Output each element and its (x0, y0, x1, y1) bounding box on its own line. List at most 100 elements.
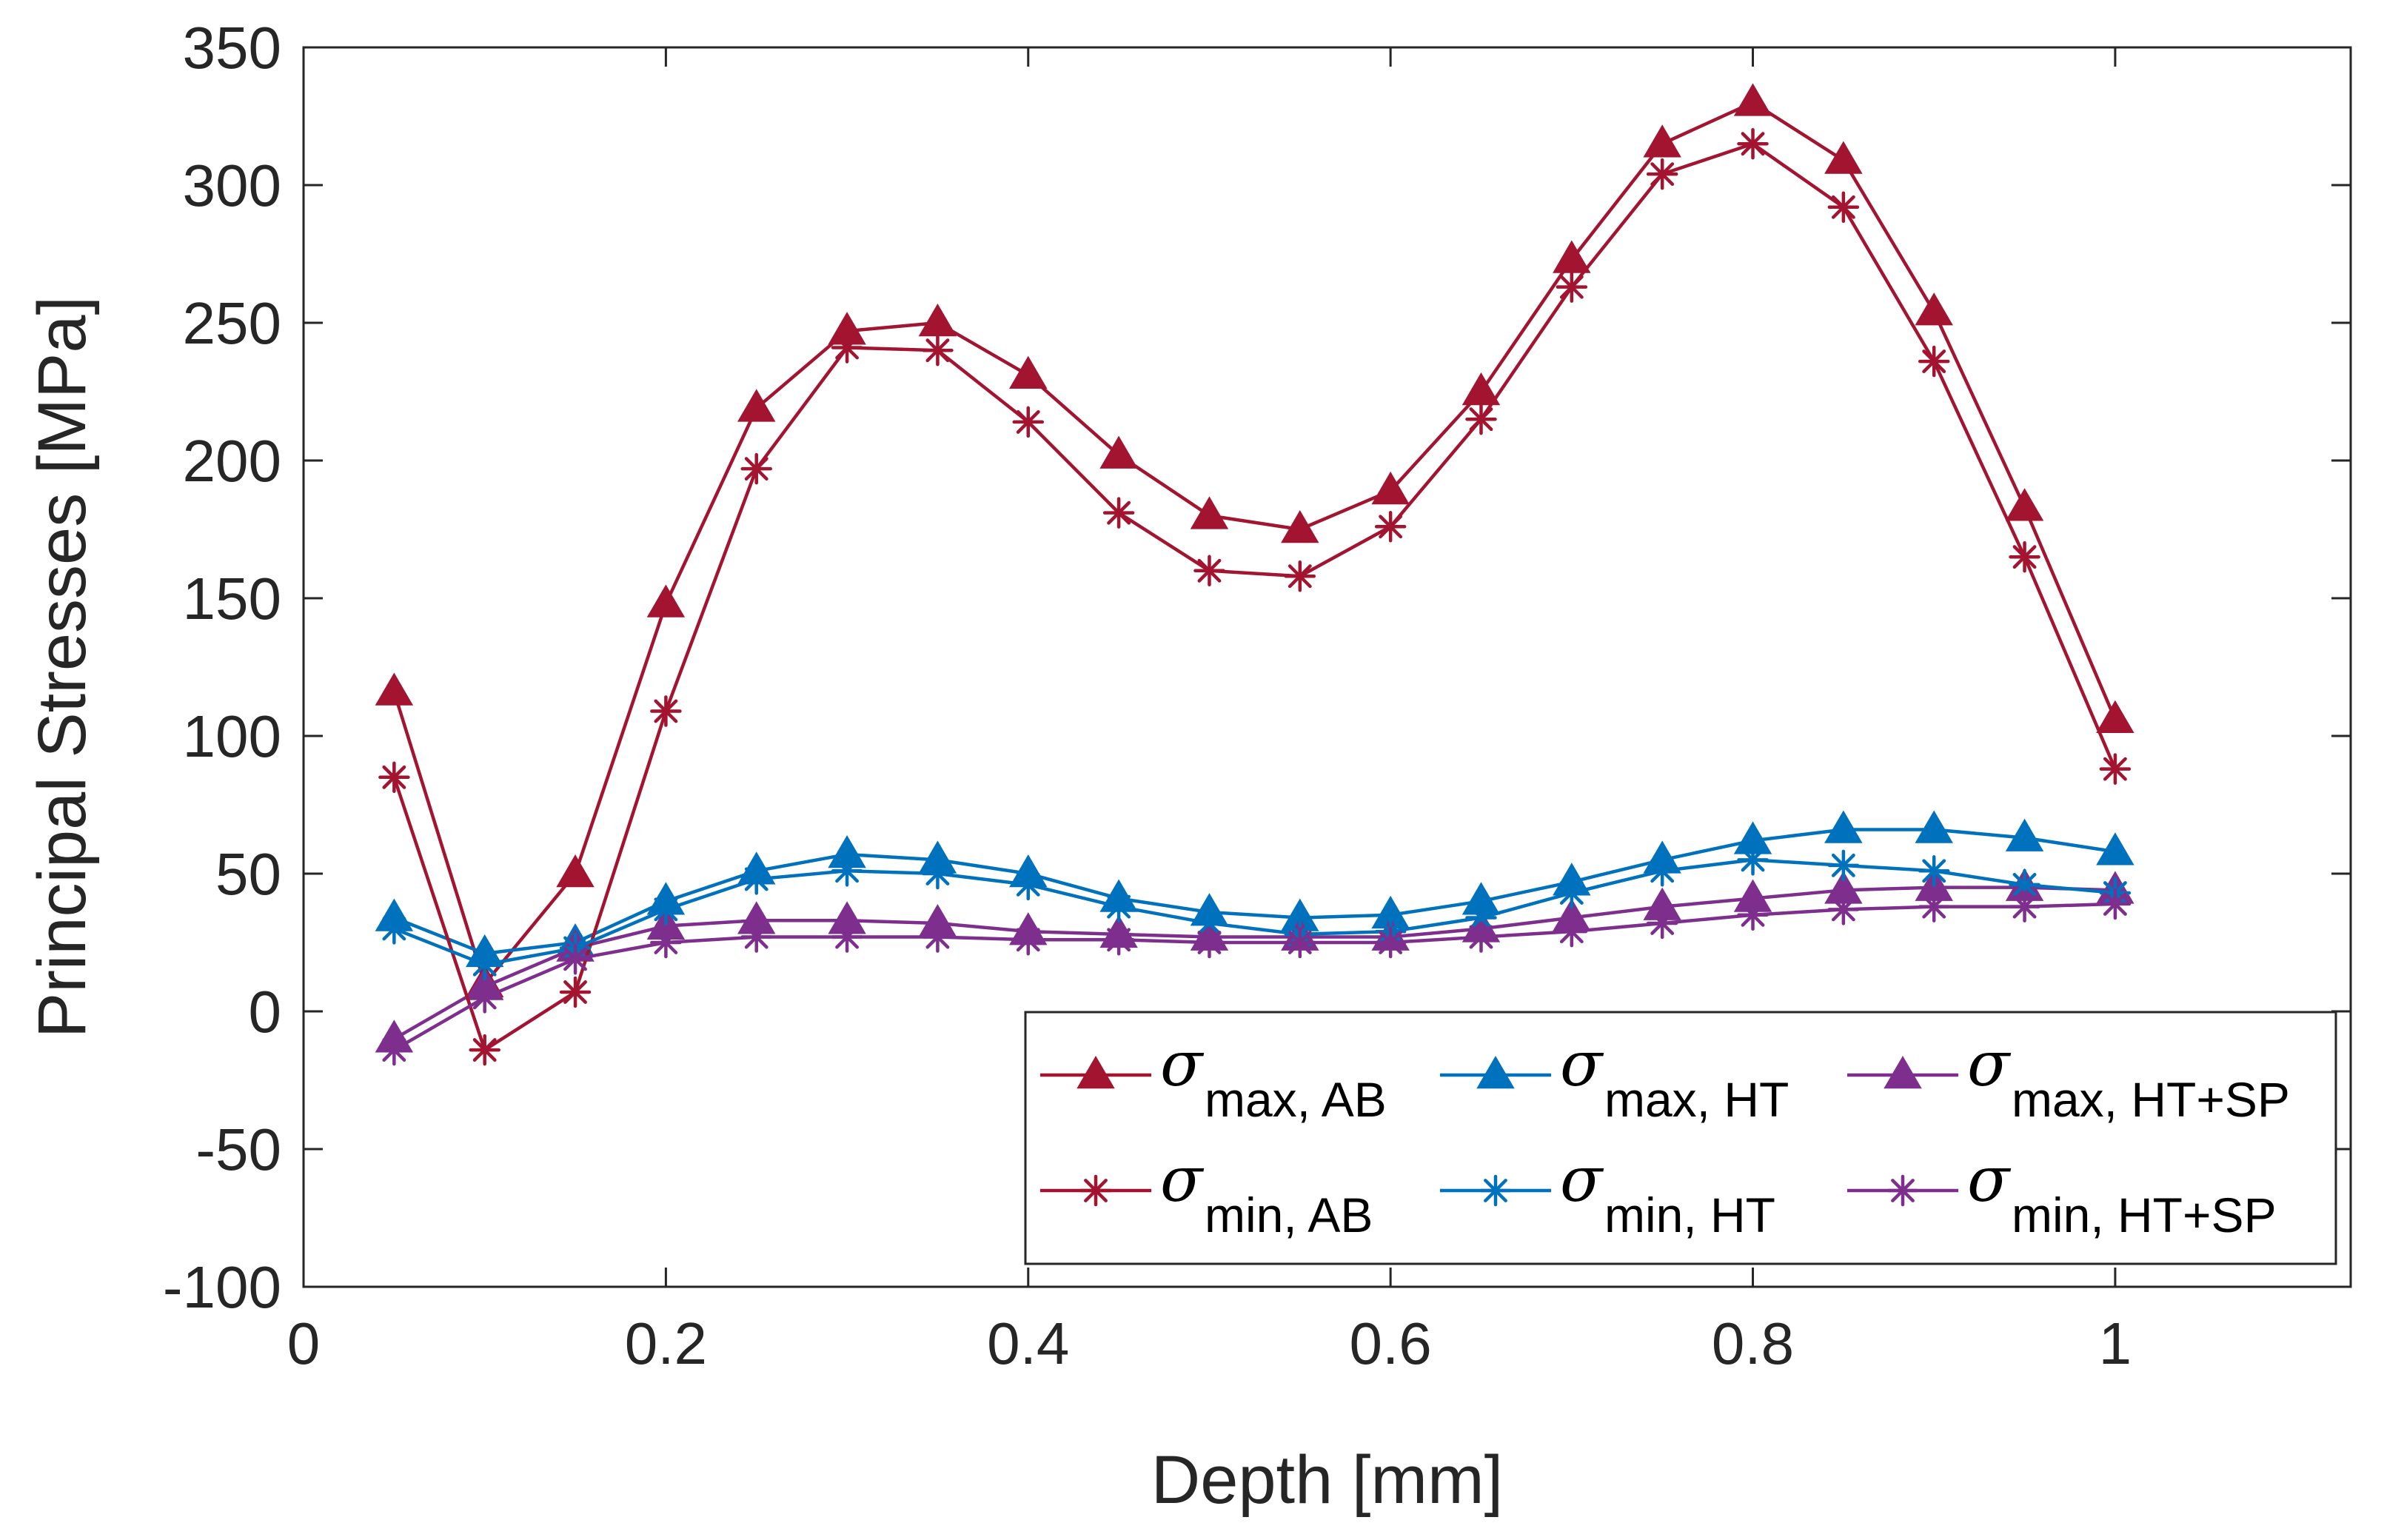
data-point (1643, 124, 1681, 158)
legend-label: max, HT+SP (2012, 1072, 2290, 1127)
data-point (1099, 435, 1138, 469)
data-point (556, 854, 595, 888)
legend-sigma: σ (1967, 1143, 2012, 1216)
legend-label: min, HT (1604, 1188, 1775, 1242)
legend-item: σ min, HT (1440, 1143, 1775, 1242)
data-point (1193, 555, 1225, 587)
legend-item: σ max, HT (1440, 1028, 1789, 1127)
data-point (737, 389, 776, 422)
data-point (831, 921, 863, 953)
data-point (1102, 497, 1135, 529)
y-tick-label: 250 (183, 290, 281, 356)
legend-marker-icon (1886, 1174, 1919, 1207)
series-line (392, 101, 2117, 986)
data-point (559, 943, 592, 975)
series-3 (378, 127, 2132, 1066)
plot-area (302, 46, 2352, 1288)
legend-sigma: σ (1560, 1143, 1604, 1216)
y-tick-label: 200 (183, 428, 281, 494)
data-point (1918, 891, 1950, 923)
legend-marker-icon (1884, 1056, 1922, 1089)
series-5 (378, 888, 2132, 1066)
data-point (2096, 832, 2134, 866)
data-point (1915, 292, 1953, 326)
x-tick-label: 0.2 (625, 1310, 707, 1376)
y-tick-label: 0 (249, 979, 282, 1045)
data-point (1827, 849, 1860, 882)
data-point (1733, 83, 1772, 116)
data-point (1824, 810, 1863, 843)
data-point (1918, 855, 1950, 887)
axes-ticks: 0 0.2 0.4 0.6 0.8 1 -100 -50 0 50 100 150 200 250 300 3… (163, 15, 2351, 1376)
legend-marker-icon (1077, 1056, 1115, 1089)
data-point (1918, 345, 1950, 378)
data-point (1915, 810, 1953, 843)
data-point (1827, 894, 1860, 925)
data-point (378, 761, 410, 794)
data-point (2096, 700, 2134, 733)
data-point (1012, 924, 1045, 956)
data-point (2009, 540, 2040, 573)
data-point (2009, 868, 2040, 901)
data-point (469, 982, 500, 1014)
legend-item: σ min, HT+SP (1847, 1143, 2277, 1242)
y-tick-label: 350 (183, 15, 281, 81)
legend-sigma: σ (1160, 1143, 1205, 1216)
data-point (1737, 127, 1769, 160)
data-point (831, 332, 863, 364)
series-line (393, 886, 2115, 1041)
y-tick-label: 300 (183, 153, 281, 218)
x-tick-label: 0 (287, 1310, 321, 1376)
data-point (740, 921, 772, 953)
legend-sigma: σ (1560, 1028, 1604, 1100)
y-axis-label: Principal Stresses [MPa] (24, 296, 100, 1038)
data-point (2099, 753, 2132, 785)
series-line (392, 141, 2117, 1052)
legend-marker-icon (1079, 1174, 1112, 1207)
x-tick-label: 1 (2099, 1310, 2132, 1376)
legend-marker-icon (1476, 1056, 1515, 1089)
data-point (1556, 271, 1588, 303)
legend-label: min, AB (1205, 1188, 1373, 1242)
data-point (2009, 891, 2040, 923)
y-tick-label: 150 (183, 566, 281, 632)
data-point (378, 1034, 410, 1066)
data-point (1102, 924, 1135, 956)
data-point (1827, 191, 1860, 224)
data-point (1284, 560, 1316, 592)
data-point (1646, 907, 1678, 940)
x-tick-label: 0.4 (987, 1310, 1069, 1376)
y-tick-label: -100 (163, 1254, 281, 1320)
data-point (1012, 406, 1045, 438)
legend-sigma: σ (1160, 1028, 1205, 1100)
data-point (650, 894, 682, 925)
data-point (1737, 899, 1769, 931)
data-point (1374, 926, 1407, 959)
legend-label: max, AB (1205, 1072, 1387, 1127)
data-point (922, 921, 954, 953)
y-tick-label: 50 (215, 841, 281, 907)
data-point (1102, 891, 1135, 923)
data-point (2005, 488, 2044, 521)
data-point (1737, 844, 1769, 876)
data-point (378, 913, 410, 945)
data-point (740, 863, 772, 895)
legend-marker-icon (1479, 1174, 1512, 1207)
data-point (2005, 818, 2044, 851)
legend-item: σ max, HT+SP (1847, 1028, 2290, 1127)
data-point (1465, 921, 1497, 953)
y-tick-label: 100 (183, 703, 281, 769)
legend-item: σ max, AB (1040, 1028, 1387, 1127)
x-tick-label: 0.8 (1712, 1310, 1794, 1376)
legend-label: min, HT+SP (2012, 1188, 2277, 1242)
data-point (740, 452, 772, 485)
x-axis-label: Depth [mm] (1151, 1442, 1503, 1518)
data-point (1284, 926, 1316, 959)
data-point (922, 857, 954, 890)
data-point (1556, 915, 1588, 948)
data-point (646, 584, 686, 617)
data-point (1646, 855, 1678, 887)
data-point (1374, 511, 1407, 543)
data-point (469, 1034, 500, 1066)
